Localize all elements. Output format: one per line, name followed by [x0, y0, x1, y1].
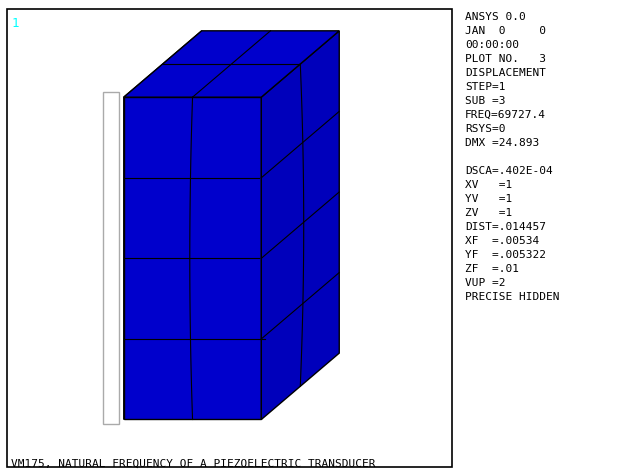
Polygon shape	[261, 31, 339, 419]
Polygon shape	[124, 31, 202, 419]
Text: 1: 1	[11, 17, 19, 29]
Polygon shape	[124, 31, 339, 97]
Polygon shape	[124, 97, 261, 419]
Text: ANSYS 0.0
JAN  0     0
00:00:00
PLOT NO.   3
DISPLACEMENT
STEP=1
SUB =3
FREQ=697: ANSYS 0.0 JAN 0 0 00:00:00 PLOT NO. 3 DI…	[465, 12, 560, 302]
Text: VM175, NATURAL FREQUENCY OF A PIEZOELECTRIC TRANSDUCER: VM175, NATURAL FREQUENCY OF A PIEZOELECT…	[11, 458, 376, 468]
